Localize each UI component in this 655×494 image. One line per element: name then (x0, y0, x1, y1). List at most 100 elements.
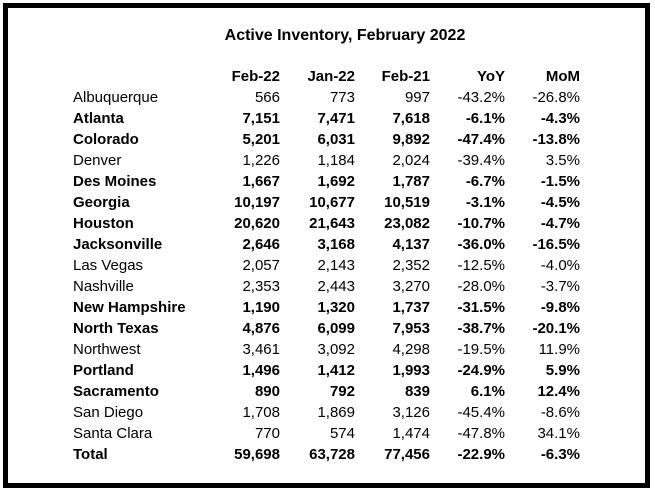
yoy-cell: -22.9% (457, 446, 505, 463)
header-feb21: Feb-21 (381, 68, 430, 85)
table-row: Nashville 2,353 2,443 3,270 -28.0% -3.7% (73, 276, 580, 297)
jan22-cell: 6,099 (317, 320, 355, 337)
city-cell: Northwest (73, 341, 141, 358)
yoy-cell: 6.1% (470, 383, 505, 400)
mom-cell: 34.1% (537, 425, 580, 442)
yoy-cell: -19.5% (457, 341, 505, 358)
table-row: Colorado 5,201 6,031 9,892 -47.4% -13.8% (73, 129, 580, 150)
feb22-cell: 10,197 (234, 194, 280, 211)
table-row: Santa Clara 770 574 1,474 -47.8% 34.1% (73, 423, 580, 444)
header-city-blank (73, 66, 206, 87)
city-cell: Portland (73, 362, 134, 379)
feb22-cell: 1,667 (242, 173, 280, 190)
yoy-cell: -43.2% (457, 89, 505, 106)
table-row: Northwest 3,461 3,092 4,298 -19.5% 11.9% (73, 339, 580, 360)
feb21-cell: 7,618 (392, 110, 430, 127)
city-cell: Nashville (73, 278, 134, 295)
city-cell: Georgia (73, 194, 130, 211)
city-cell: New Hampshire (73, 299, 186, 316)
city-cell: Jacksonville (73, 236, 163, 253)
outer-border-frame: Active Inventory, February 2022 Feb-22 J… (3, 3, 650, 488)
feb21-cell: 2,352 (392, 257, 430, 274)
table-title: Active Inventory, February 2022 (224, 27, 466, 44)
feb22-cell: 20,620 (234, 215, 280, 232)
header-jan22: Jan-22 (307, 68, 355, 85)
mom-cell: -4.0% (540, 257, 580, 274)
yoy-cell: -38.7% (457, 320, 505, 337)
city-cell: Houston (73, 215, 134, 232)
city-cell: Santa Clara (73, 425, 153, 442)
table-row: Denver 1,226 1,184 2,024 -39.4% 3.5% (73, 150, 580, 171)
mom-cell: -6.3% (540, 446, 580, 463)
yoy-cell: -6.1% (465, 110, 505, 127)
header-yoy: YoY (476, 68, 505, 85)
feb22-cell: 2,057 (242, 257, 280, 274)
yoy-cell: -47.8% (457, 425, 505, 442)
feb22-cell: 3,461 (242, 341, 280, 358)
feb22-cell: 1,226 (242, 152, 280, 169)
feb21-cell: 3,270 (392, 278, 430, 295)
yoy-cell: -36.0% (457, 236, 505, 253)
feb21-cell: 997 (404, 89, 430, 106)
jan22-cell: 10,677 (309, 194, 355, 211)
feb22-cell: 890 (254, 383, 280, 400)
city-cell: Colorado (73, 131, 139, 148)
jan22-cell: 1,184 (317, 152, 355, 169)
table-row: Georgia 10,197 10,677 10,519 -3.1% -4.5% (73, 192, 580, 213)
city-cell: Denver (73, 152, 122, 169)
table-row: Portland 1,496 1,412 1,993 -24.9% 5.9% (73, 360, 580, 381)
jan22-cell: 1,692 (317, 173, 355, 190)
jan22-cell: 2,443 (317, 278, 355, 295)
feb22-cell: 2,353 (242, 278, 280, 295)
feb21-cell: 1,737 (392, 299, 430, 316)
header-row: Feb-22 Jan-22 Feb-21 YoY MoM (73, 66, 580, 87)
feb21-cell: 2,024 (392, 152, 430, 169)
feb22-cell: 2,646 (242, 236, 280, 253)
mom-cell: -9.8% (540, 299, 580, 316)
feb22-cell: 5,201 (242, 131, 280, 148)
yoy-cell: -12.5% (457, 257, 505, 274)
yoy-cell: -6.7% (465, 173, 505, 190)
table-row: North Texas 4,876 6,099 7,953 -38.7% -20… (73, 318, 580, 339)
jan22-cell: 3,092 (317, 341, 355, 358)
feb21-cell: 1,993 (392, 362, 430, 379)
jan22-cell: 773 (329, 89, 355, 106)
city-cell: Des Moines (73, 173, 157, 190)
feb22-cell: 4,876 (242, 320, 280, 337)
jan22-cell: 792 (329, 383, 355, 400)
mom-cell: -16.5% (532, 236, 580, 253)
feb21-cell: 4,137 (392, 236, 430, 253)
jan22-cell: 574 (329, 425, 355, 442)
header-feb22: Feb-22 (231, 68, 280, 85)
mom-cell: 12.4% (537, 383, 580, 400)
mom-cell: -20.1% (532, 320, 580, 337)
mom-cell: 11.9% (538, 341, 580, 358)
city-cell: Las Vegas (73, 257, 144, 274)
feb22-cell: 1,496 (242, 362, 280, 379)
feb21-cell: 9,892 (392, 131, 430, 148)
mom-cell: -4.7% (540, 215, 580, 232)
mom-cell: -13.8% (532, 131, 580, 148)
inventory-table: Feb-22 Jan-22 Feb-21 YoY MoM Albuquerque… (73, 66, 580, 465)
city-cell: Sacramento (73, 383, 159, 400)
feb21-cell: 1,474 (392, 425, 430, 442)
feb21-cell: 1,787 (392, 173, 430, 190)
table-body: Albuquerque 566 773 997 -43.2% -26.8% At… (73, 87, 580, 465)
mom-cell: -3.7% (540, 278, 580, 295)
mom-cell: -26.8% (532, 89, 580, 106)
header-mom: MoM (545, 68, 580, 85)
mom-cell: 5.9% (545, 362, 580, 379)
table-row: Las Vegas 2,057 2,143 2,352 -12.5% -4.0% (73, 255, 580, 276)
yoy-cell: -28.0% (457, 278, 505, 295)
yoy-cell: -31.5% (457, 299, 505, 316)
jan22-cell: 1,412 (317, 362, 355, 379)
jan22-cell: 21,643 (309, 215, 355, 232)
table-row: Houston 20,620 21,643 23,082 -10.7% -4.7… (73, 213, 580, 234)
feb21-cell: 3,126 (392, 404, 430, 421)
mom-cell: -4.3% (540, 110, 580, 127)
table-row: Albuquerque 566 773 997 -43.2% -26.8% (73, 87, 580, 108)
table-row: Sacramento 890 792 839 6.1% 12.4% (73, 381, 580, 402)
feb22-cell: 59,698 (234, 446, 280, 463)
feb22-cell: 1,708 (242, 404, 280, 421)
